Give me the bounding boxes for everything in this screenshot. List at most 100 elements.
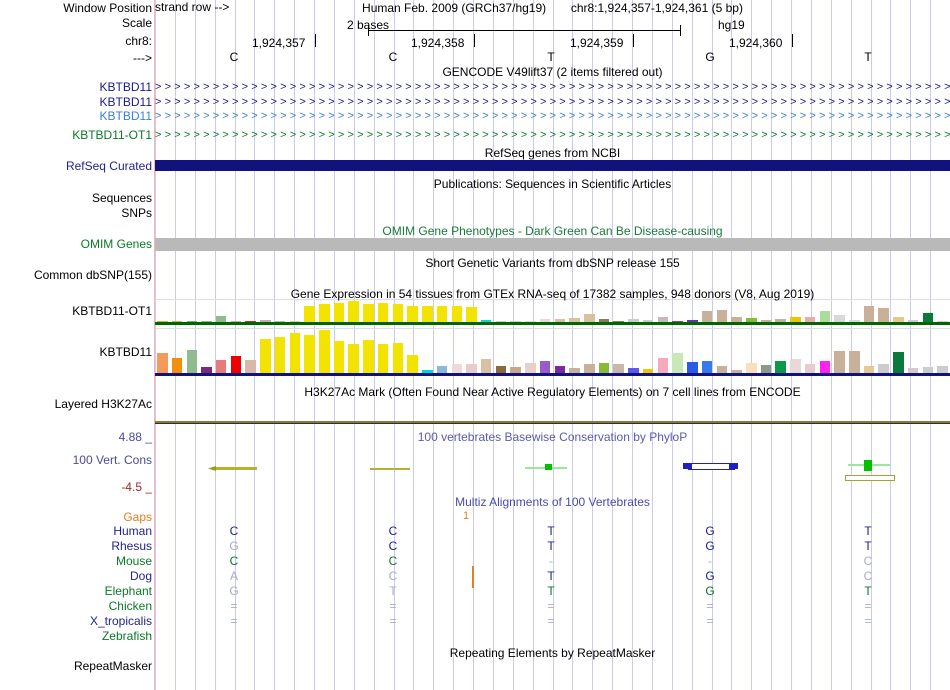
gtex-bar (186, 349, 198, 373)
label-species-mouse[interactable]: Mouse (115, 554, 152, 568)
multiz-base: C (388, 569, 398, 583)
gtex-bar (510, 366, 521, 373)
multiz-base: T (864, 539, 872, 553)
gtex-bar (834, 350, 845, 373)
label-publications-snps[interactable]: SNPs (121, 206, 152, 220)
gtex-bar (480, 320, 492, 322)
gtex-bar (775, 360, 786, 373)
strand-base-4: T (864, 50, 872, 64)
label-gtex-kbtbd11[interactable]: KBTBD11 (99, 345, 152, 359)
gtex-bar (716, 366, 728, 373)
gtex-bar (922, 366, 934, 373)
gtex-row2-baseline (155, 373, 950, 376)
gtex-bar (407, 354, 418, 373)
gtex-bar (701, 361, 713, 373)
label-species-elephant[interactable]: Elephant (104, 584, 152, 598)
gencode-transcript-row-1[interactable]: >>>>>>>>>>>>>>>>>>>>>>>>>>>>>>>>>>>>>>>>… (155, 96, 950, 108)
gtex-bar (230, 356, 242, 373)
label-omim-genes[interactable]: OMIM Genes (80, 237, 152, 251)
label-chrom: chr8: (125, 34, 152, 48)
gtex-bar (584, 364, 595, 373)
conservation-peak-2 (545, 464, 552, 470)
refseq-gene-bar[interactable] (155, 160, 950, 171)
scale-bar (368, 30, 681, 31)
gtex-bar (790, 358, 801, 373)
gencode-transcript-row-0[interactable]: >>>>>>>>>>>>>>>>>>>>>>>>>>>>>>>>>>>>>>>>… (155, 81, 950, 93)
label-repeatmasker[interactable]: RepeatMasker (73, 659, 152, 673)
gtex-bar (289, 321, 301, 322)
label-species-human[interactable]: Human (113, 524, 152, 538)
gtex-bar (819, 361, 831, 373)
conservation-track-title: 100 vertebrates Basewise Conservation by… (417, 430, 688, 444)
gtex-bar (525, 363, 536, 373)
gtex-bar (937, 366, 948, 373)
ruler-tick-1 (474, 34, 475, 47)
gtex-bar (363, 339, 374, 373)
gtex-bar (422, 369, 433, 373)
label-gencode-row-2[interactable]: KBTBD11 (99, 109, 152, 123)
region-coordinates: chr8:1,924,357-1,924,361 (5 bp) (570, 1, 743, 15)
gtex-bar (466, 307, 477, 322)
label-gencode-row-1[interactable]: KBTBD11 (99, 95, 152, 109)
label-publications-sequences[interactable]: Sequences (91, 191, 152, 205)
label-gencode-row-0[interactable]: KBTBD11 (99, 80, 152, 94)
multiz-base: G (705, 524, 715, 538)
multiz-base: T (547, 569, 555, 583)
label-species-xtropicalis[interactable]: X_tropicalis (89, 614, 152, 628)
conservation-mark-3 (688, 463, 735, 470)
label-gencode-row-3[interactable]: KBTBD11-OT1 (72, 128, 152, 142)
label-refseq-curated[interactable]: RefSeq Curated (65, 159, 152, 173)
gtex-bar (215, 360, 227, 373)
multiz-base: C (863, 554, 873, 568)
label-species-dog[interactable]: Dog (129, 569, 152, 583)
h3k27ac-baseline (155, 421, 950, 423)
gtex-bar (274, 320, 286, 322)
gtex-bar (157, 321, 168, 322)
gtex-row1-top-rule (155, 299, 950, 300)
label-species-zebrafish[interactable]: Zebrafish (101, 629, 152, 643)
gtex-bar (819, 311, 831, 322)
ruler-tick-0 (315, 34, 316, 47)
gtex-bar (584, 313, 595, 322)
gencode-transcript-row-3[interactable]: >>>>>>>>>>>>>>>>>>>>>>>>>>>>>>>>>>>>>>>>… (155, 129, 950, 141)
label-species-chicken[interactable]: Chicken (108, 599, 152, 613)
conservation-arrow-3b (729, 463, 738, 469)
label-species-rhesus[interactable]: Rhesus (111, 539, 152, 553)
strand-base-2: T (547, 50, 555, 64)
gtex-bar (687, 361, 698, 373)
conservation-peak-4 (864, 460, 872, 471)
gtex-bar (495, 321, 507, 322)
multiz-base: = (230, 599, 238, 613)
refseq-track-title: RefSeq genes from NCBI (484, 146, 621, 160)
gtex-chart-kbtbd11-ot1[interactable] (155, 300, 950, 322)
gtex-bar (407, 306, 418, 322)
multiz-base: G (229, 584, 239, 598)
gtex-bar (731, 369, 742, 373)
gencode-transcript-row-2[interactable]: >>>>>>>>>>>>>>>>>>>>>>>>>>>>>>>>>>>>>>>>… (155, 110, 950, 122)
conservation-mark-1 (370, 468, 410, 470)
gtex-bar (201, 366, 212, 373)
gtex-bar (878, 307, 889, 322)
label-layered-h3k27ac[interactable]: Layered H3K27Ac (54, 397, 152, 411)
gtex-bar (907, 320, 919, 322)
gtex-bar (392, 304, 404, 322)
gtex-chart-kbtbd11[interactable] (155, 329, 950, 373)
multiz-base: - (708, 554, 712, 568)
gtex-bar (554, 318, 566, 322)
gtex-bar (731, 316, 742, 322)
label-gtex-kbtbd11-ot1[interactable]: KBTBD11-OT1 (72, 304, 152, 318)
multiz-base: = (864, 599, 872, 613)
strand-base-1: C (388, 50, 398, 64)
gtex-bar (569, 367, 580, 373)
gtex-bar (245, 321, 256, 322)
label-100-vert-cons[interactable]: 100 Vert. Cons (72, 453, 152, 467)
label-gaps[interactable]: Gaps (123, 510, 152, 524)
label-window-position: Window Position (63, 1, 152, 15)
multiz-base: = (547, 614, 555, 628)
gtex-bar (304, 305, 315, 322)
multiz-base: = (389, 599, 397, 613)
omim-gene-bar[interactable] (155, 238, 950, 251)
gtex-bar (863, 305, 875, 322)
label-common-dbsnp[interactable]: Common dbSNP(155) (33, 268, 152, 282)
gtex-bar (613, 320, 624, 322)
